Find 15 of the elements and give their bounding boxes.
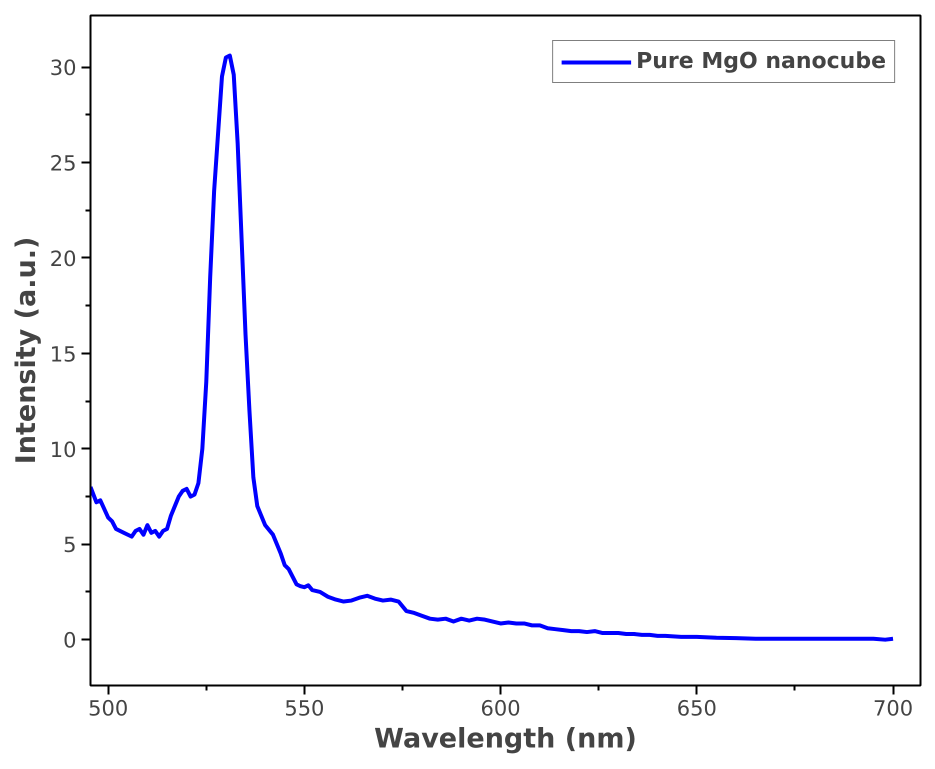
y-tick-label: 25: [50, 151, 77, 176]
y-tick-label: 30: [50, 56, 77, 80]
y-tick-label: 20: [50, 246, 77, 271]
x-tick-label: 600: [480, 696, 521, 720]
x-tick-label: 550: [284, 696, 324, 720]
y-tick-label: 10: [50, 438, 77, 462]
x-axis-title: Wavelength (nm): [374, 724, 637, 754]
y-tick-label: 0: [63, 628, 77, 653]
x-tick-label: 700: [872, 696, 914, 720]
x-tick-label: 500: [88, 696, 128, 720]
legend-label: Pure MgO nanocube: [636, 49, 886, 74]
y-axis-title: Intensity (a.u.): [10, 236, 42, 464]
x-tick-label: 650: [676, 696, 717, 720]
y-tick-label: 15: [50, 342, 77, 366]
y-tick-label: 5: [63, 533, 77, 558]
